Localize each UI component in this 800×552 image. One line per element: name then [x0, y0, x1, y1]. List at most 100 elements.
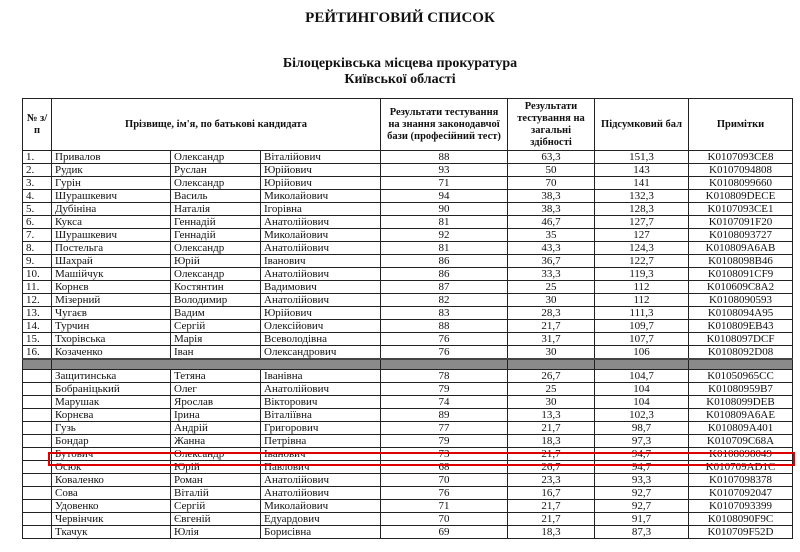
header-name: Прізвище, ім'я, по батькові кандидата — [50, 98, 382, 151]
test-law-cell: 79 — [380, 434, 509, 448]
test-general-cell: 50 — [507, 163, 596, 177]
test-general-cell: 46,7 — [507, 215, 596, 229]
first-name-cell: Олег — [170, 382, 261, 396]
test-general-cell: 21,7 — [507, 512, 596, 526]
notes-cell: K0108098049 — [688, 447, 794, 461]
patronymic-cell: Віталіївна — [259, 408, 382, 422]
table-row: Ткачук Юлія Борисівна 69 18,3 87,3 K010709F52D — [22, 525, 794, 539]
surname-cell: Шахрай — [51, 254, 171, 268]
patronymic-cell: Анатолійович — [259, 473, 382, 487]
patronymic-cell: Борисівна — [259, 525, 382, 539]
first-name-cell: Олександр — [170, 176, 261, 190]
patronymic-cell: Миколайович — [259, 189, 382, 203]
notes-cell: K0108092D08 — [688, 345, 794, 360]
num-cell — [22, 382, 52, 396]
total-cell: 128,3 — [594, 202, 690, 216]
total-cell: 127 — [594, 228, 690, 242]
page-subtitle: Білоцерківська місцева прокуратура Київс… — [0, 56, 800, 88]
separator-cell — [688, 358, 794, 370]
test-general-cell: 23,3 — [507, 473, 596, 487]
num-cell: 14. — [22, 319, 52, 333]
total-cell: 92,7 — [594, 499, 690, 513]
total-cell: 124,3 — [594, 241, 690, 255]
total-cell: 132,3 — [594, 189, 690, 203]
table-row: 9. Шахрай Юрій Іванович 86 36,7 122,7 K0108098B… — [22, 254, 794, 268]
page-title: РЕЙТИНГОВИЙ СПИСОК — [305, 10, 495, 26]
test-law-cell: 76 — [380, 332, 509, 346]
test-law-cell: 69 — [380, 525, 509, 539]
total-cell: 102,3 — [594, 408, 690, 422]
first-name-cell: Юрій — [170, 460, 261, 474]
num-cell: 13. — [22, 306, 52, 320]
table-row: Корнєва Ірина Віталіївна 89 13,3 102,3 K010809… — [22, 408, 794, 422]
patronymic-cell: Анатолійович — [259, 293, 382, 307]
test-law-cell: 81 — [380, 241, 509, 255]
num-cell: 4. — [22, 189, 52, 203]
patronymic-cell: Григорович — [259, 421, 382, 435]
first-name-cell: Тетяна — [170, 369, 261, 383]
first-name-cell: Жанна — [170, 434, 261, 448]
notes-cell: K01050965CC — [688, 369, 794, 383]
surname-cell: Бутович — [51, 447, 171, 461]
patronymic-cell: Анатолійович — [259, 267, 382, 281]
num-cell — [22, 486, 52, 500]
rating-table: № з/п Прізвище, ім'я, по батькові кандид… — [22, 98, 794, 539]
num-cell — [22, 447, 52, 461]
total-cell: 141 — [594, 176, 690, 190]
first-name-cell: Олександр — [170, 241, 261, 255]
notes-cell: K0107091F20 — [688, 215, 794, 229]
surname-cell: Дубініна — [51, 202, 171, 216]
num-cell: 10. — [22, 267, 52, 281]
num-cell: 7. — [22, 228, 52, 242]
notes-cell: K01080959B7 — [688, 382, 794, 396]
first-name-cell: Ірина — [170, 408, 261, 422]
first-name-cell: Марія — [170, 332, 261, 346]
table-row: Коваленко Роман Анатолійович 70 23,3 93,3 K010… — [22, 473, 794, 487]
num-cell: 12. — [22, 293, 52, 307]
patronymic-cell: Олексійович — [259, 319, 382, 333]
test-law-cell: 83 — [380, 306, 509, 320]
first-name-cell: Андрій — [170, 421, 261, 435]
patronymic-cell: Павлович — [259, 460, 382, 474]
first-name-cell: Олександр — [170, 447, 261, 461]
test-general-cell: 31,7 — [507, 332, 596, 346]
surname-cell: Гузь — [51, 421, 171, 435]
surname-cell: Марушак — [51, 395, 171, 409]
test-general-cell: 38,3 — [507, 189, 596, 203]
first-name-cell: Геннадій — [170, 215, 261, 229]
num-cell: 16. — [22, 345, 52, 360]
patronymic-cell: Вадимович — [259, 280, 382, 294]
total-cell: 122,7 — [594, 254, 690, 268]
notes-cell: K010809EB43 — [688, 319, 794, 333]
total-cell: 104 — [594, 382, 690, 396]
test-general-cell: 28,3 — [507, 306, 596, 320]
surname-cell: Машійчук — [51, 267, 171, 281]
test-law-cell: 81 — [380, 215, 509, 229]
patronymic-cell: Юрійович — [259, 163, 382, 177]
notes-cell: K0108090593 — [688, 293, 794, 307]
first-name-cell: Олександр — [170, 150, 261, 164]
surname-cell: Защитинська — [51, 369, 171, 383]
surname-cell: Привалов — [51, 150, 171, 164]
table-row: Бутович Олександр Іванович 73 21,7 94,7 K01080… — [22, 447, 794, 461]
first-name-cell: Євгеній — [170, 512, 261, 526]
num-cell: 2. — [22, 163, 52, 177]
test-general-cell: 18,3 — [507, 525, 596, 539]
first-name-cell: Ярослав — [170, 395, 261, 409]
header-test-general: Результати тестування на загальні здібно… — [507, 98, 596, 151]
first-name-cell: Роман — [170, 473, 261, 487]
total-cell: 107,7 — [594, 332, 690, 346]
test-law-cell: 70 — [380, 473, 509, 487]
num-cell: 8. — [22, 241, 52, 255]
num-cell — [22, 369, 52, 383]
test-general-cell: 26,7 — [507, 460, 596, 474]
total-cell: 106 — [594, 345, 690, 360]
table-row: Осюк Юрій Павлович 68 26,7 94,7 K010709AD1C — [22, 460, 794, 474]
patronymic-cell: Анатолійович — [259, 486, 382, 500]
notes-cell: K010809A6AE — [688, 408, 794, 422]
test-law-cell: 78 — [380, 369, 509, 383]
total-cell: 143 — [594, 163, 690, 177]
first-name-cell: Сергій — [170, 319, 261, 333]
first-name-cell: Геннадій — [170, 228, 261, 242]
notes-cell: K0107093CE8 — [688, 150, 794, 164]
